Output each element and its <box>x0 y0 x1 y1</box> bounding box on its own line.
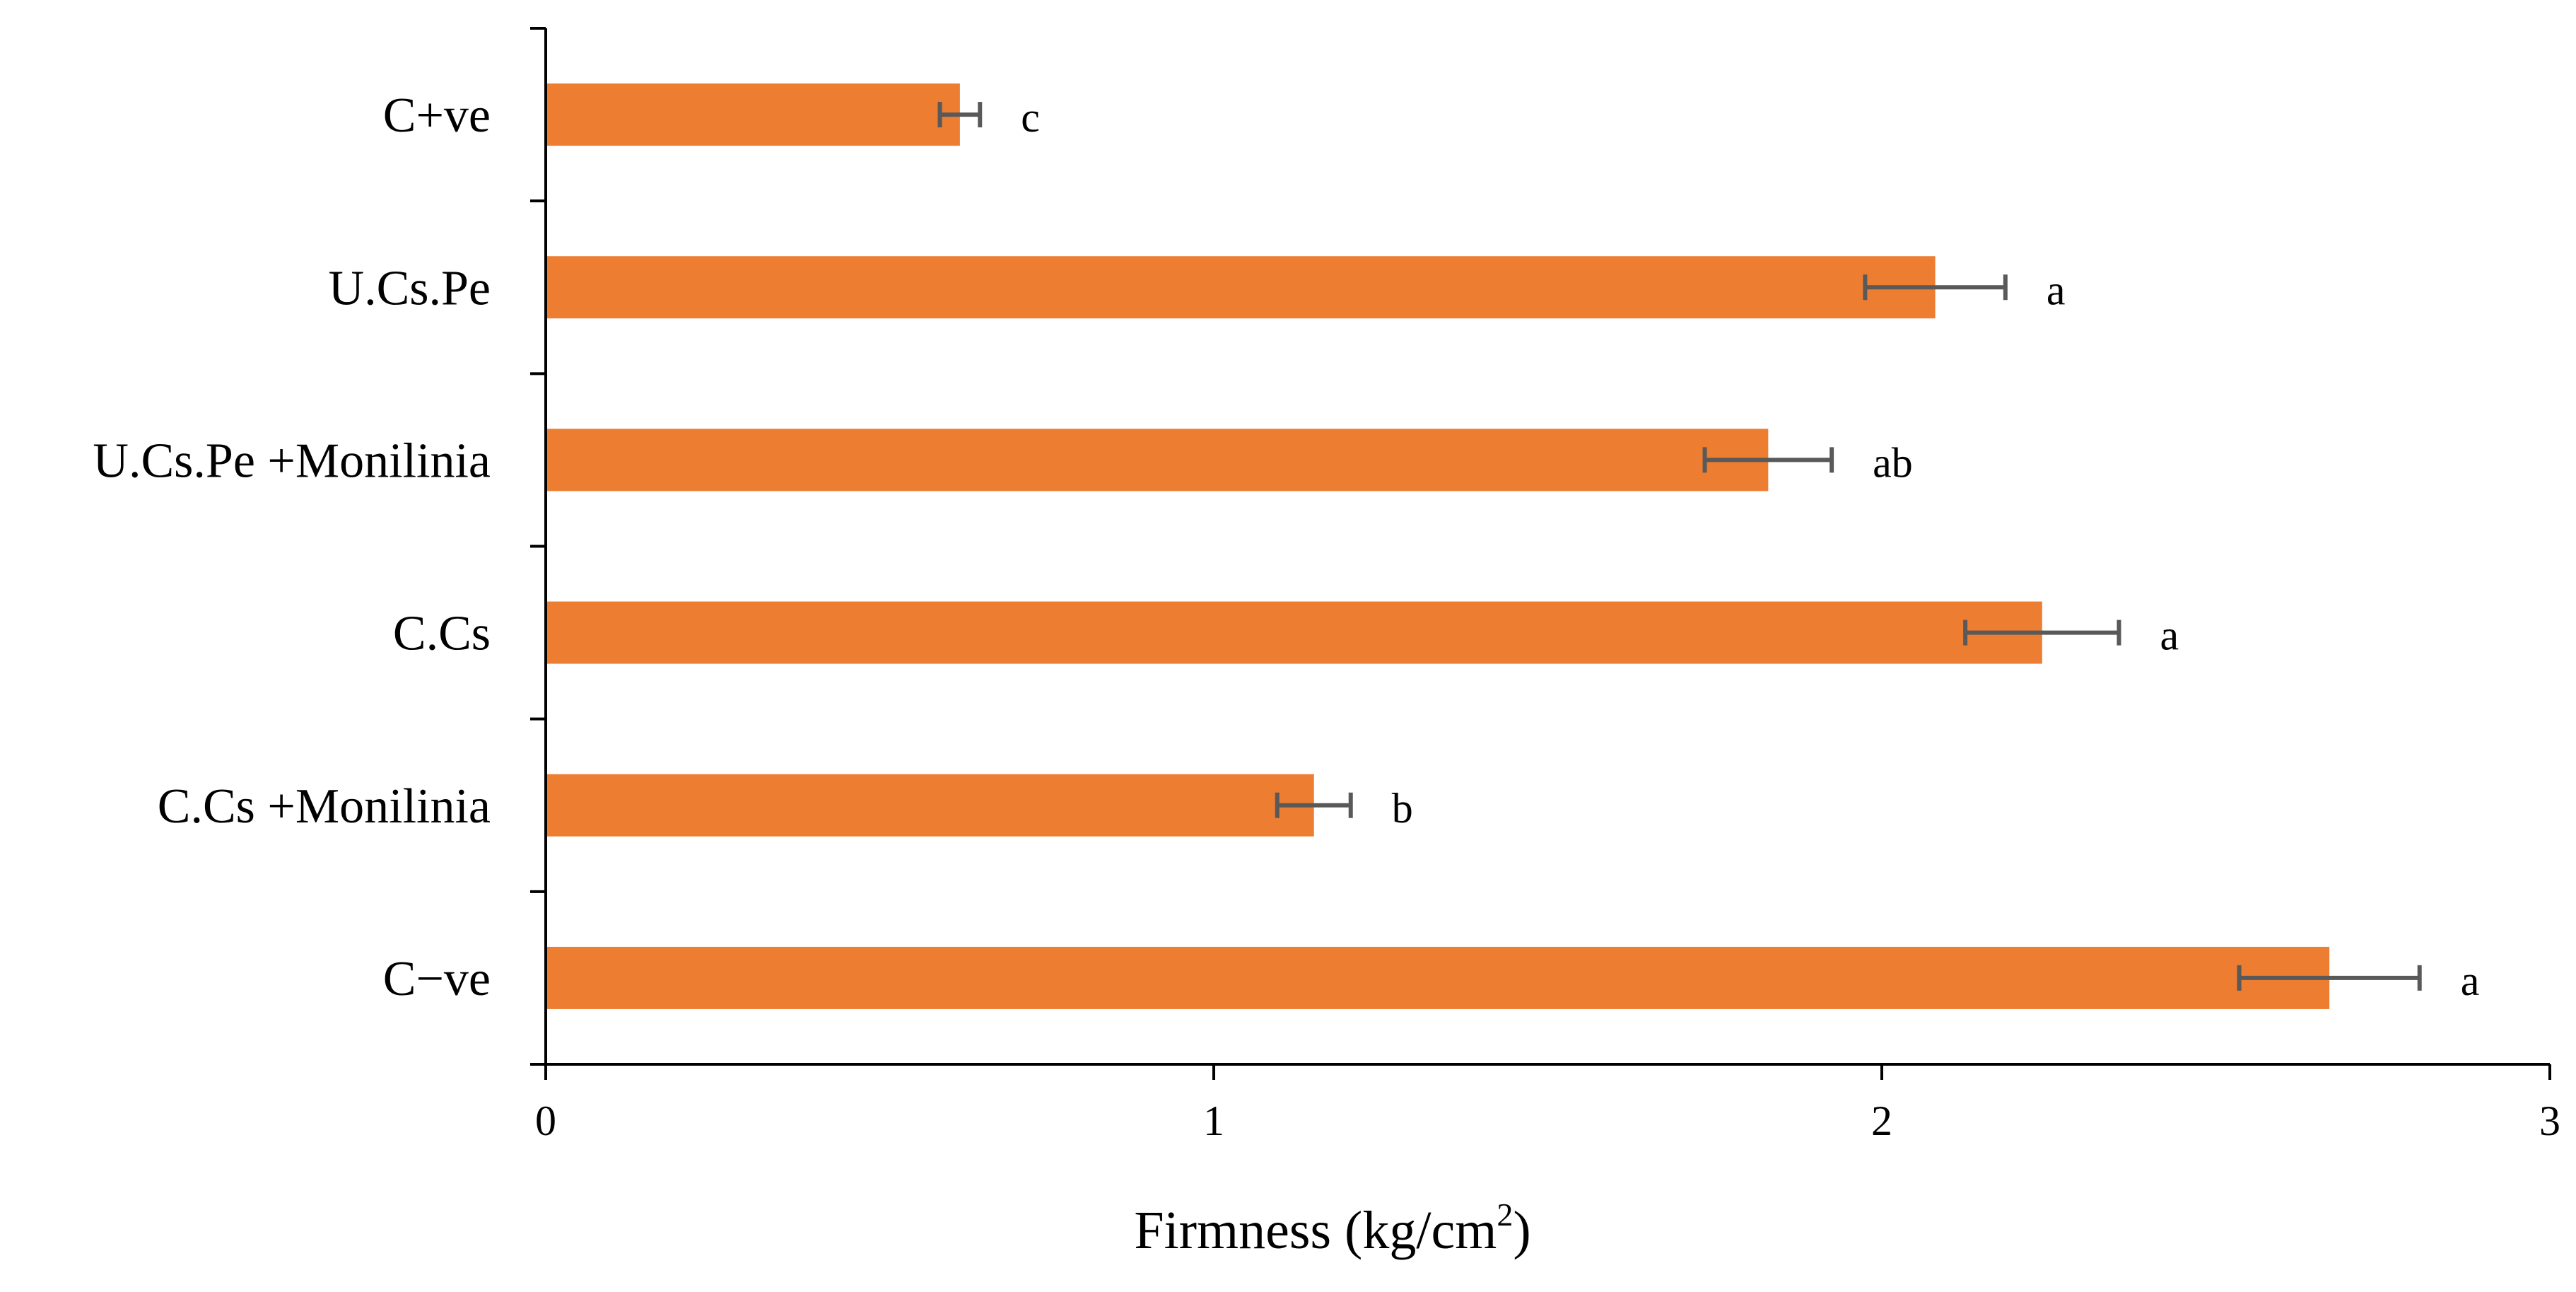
labels-layer: c C+ve a U.Cs.Pe ab U.Cs.Pe +Monilinia a C.Cs b C… <box>93 88 2560 1144</box>
bars-layer <box>546 83 2330 1009</box>
x-axis-title: Firmness (kg/cm2) <box>1134 1197 1530 1260</box>
error-bars-layer <box>937 102 2422 991</box>
category-label: C−ve <box>383 952 491 1006</box>
x-tick-label: 2 <box>1871 1098 1892 1144</box>
significance-letter: a <box>2461 958 2480 1004</box>
significance-letter: a <box>2160 612 2179 659</box>
bar <box>546 946 2330 1009</box>
bar <box>546 601 2042 664</box>
bar <box>546 774 1314 837</box>
x-tick-label: 3 <box>2539 1098 2560 1144</box>
significance-letter: b <box>1392 785 1413 832</box>
axes-layer <box>530 27 2551 1080</box>
significance-letter: ab <box>1873 439 1913 486</box>
category-label: U.Cs.Pe <box>329 261 491 315</box>
category-label: C+ve <box>383 88 491 143</box>
significance-letter: a <box>2047 267 2066 313</box>
category-label: U.Cs.Pe +Monilinia <box>93 433 491 488</box>
bar <box>546 83 960 146</box>
x-axis-title-superscript: 2 <box>1497 1197 1513 1233</box>
category-label: C.Cs <box>393 607 491 661</box>
significance-letter: c <box>1021 94 1040 141</box>
bar <box>546 256 1936 319</box>
x-tick-label: 1 <box>1203 1098 1224 1144</box>
bar <box>546 429 1769 491</box>
x-axis-title-suffix: ) <box>1513 1201 1530 1260</box>
category-label: C.Cs +Monilinia <box>158 779 491 834</box>
x-tick-label: 0 <box>535 1098 556 1144</box>
